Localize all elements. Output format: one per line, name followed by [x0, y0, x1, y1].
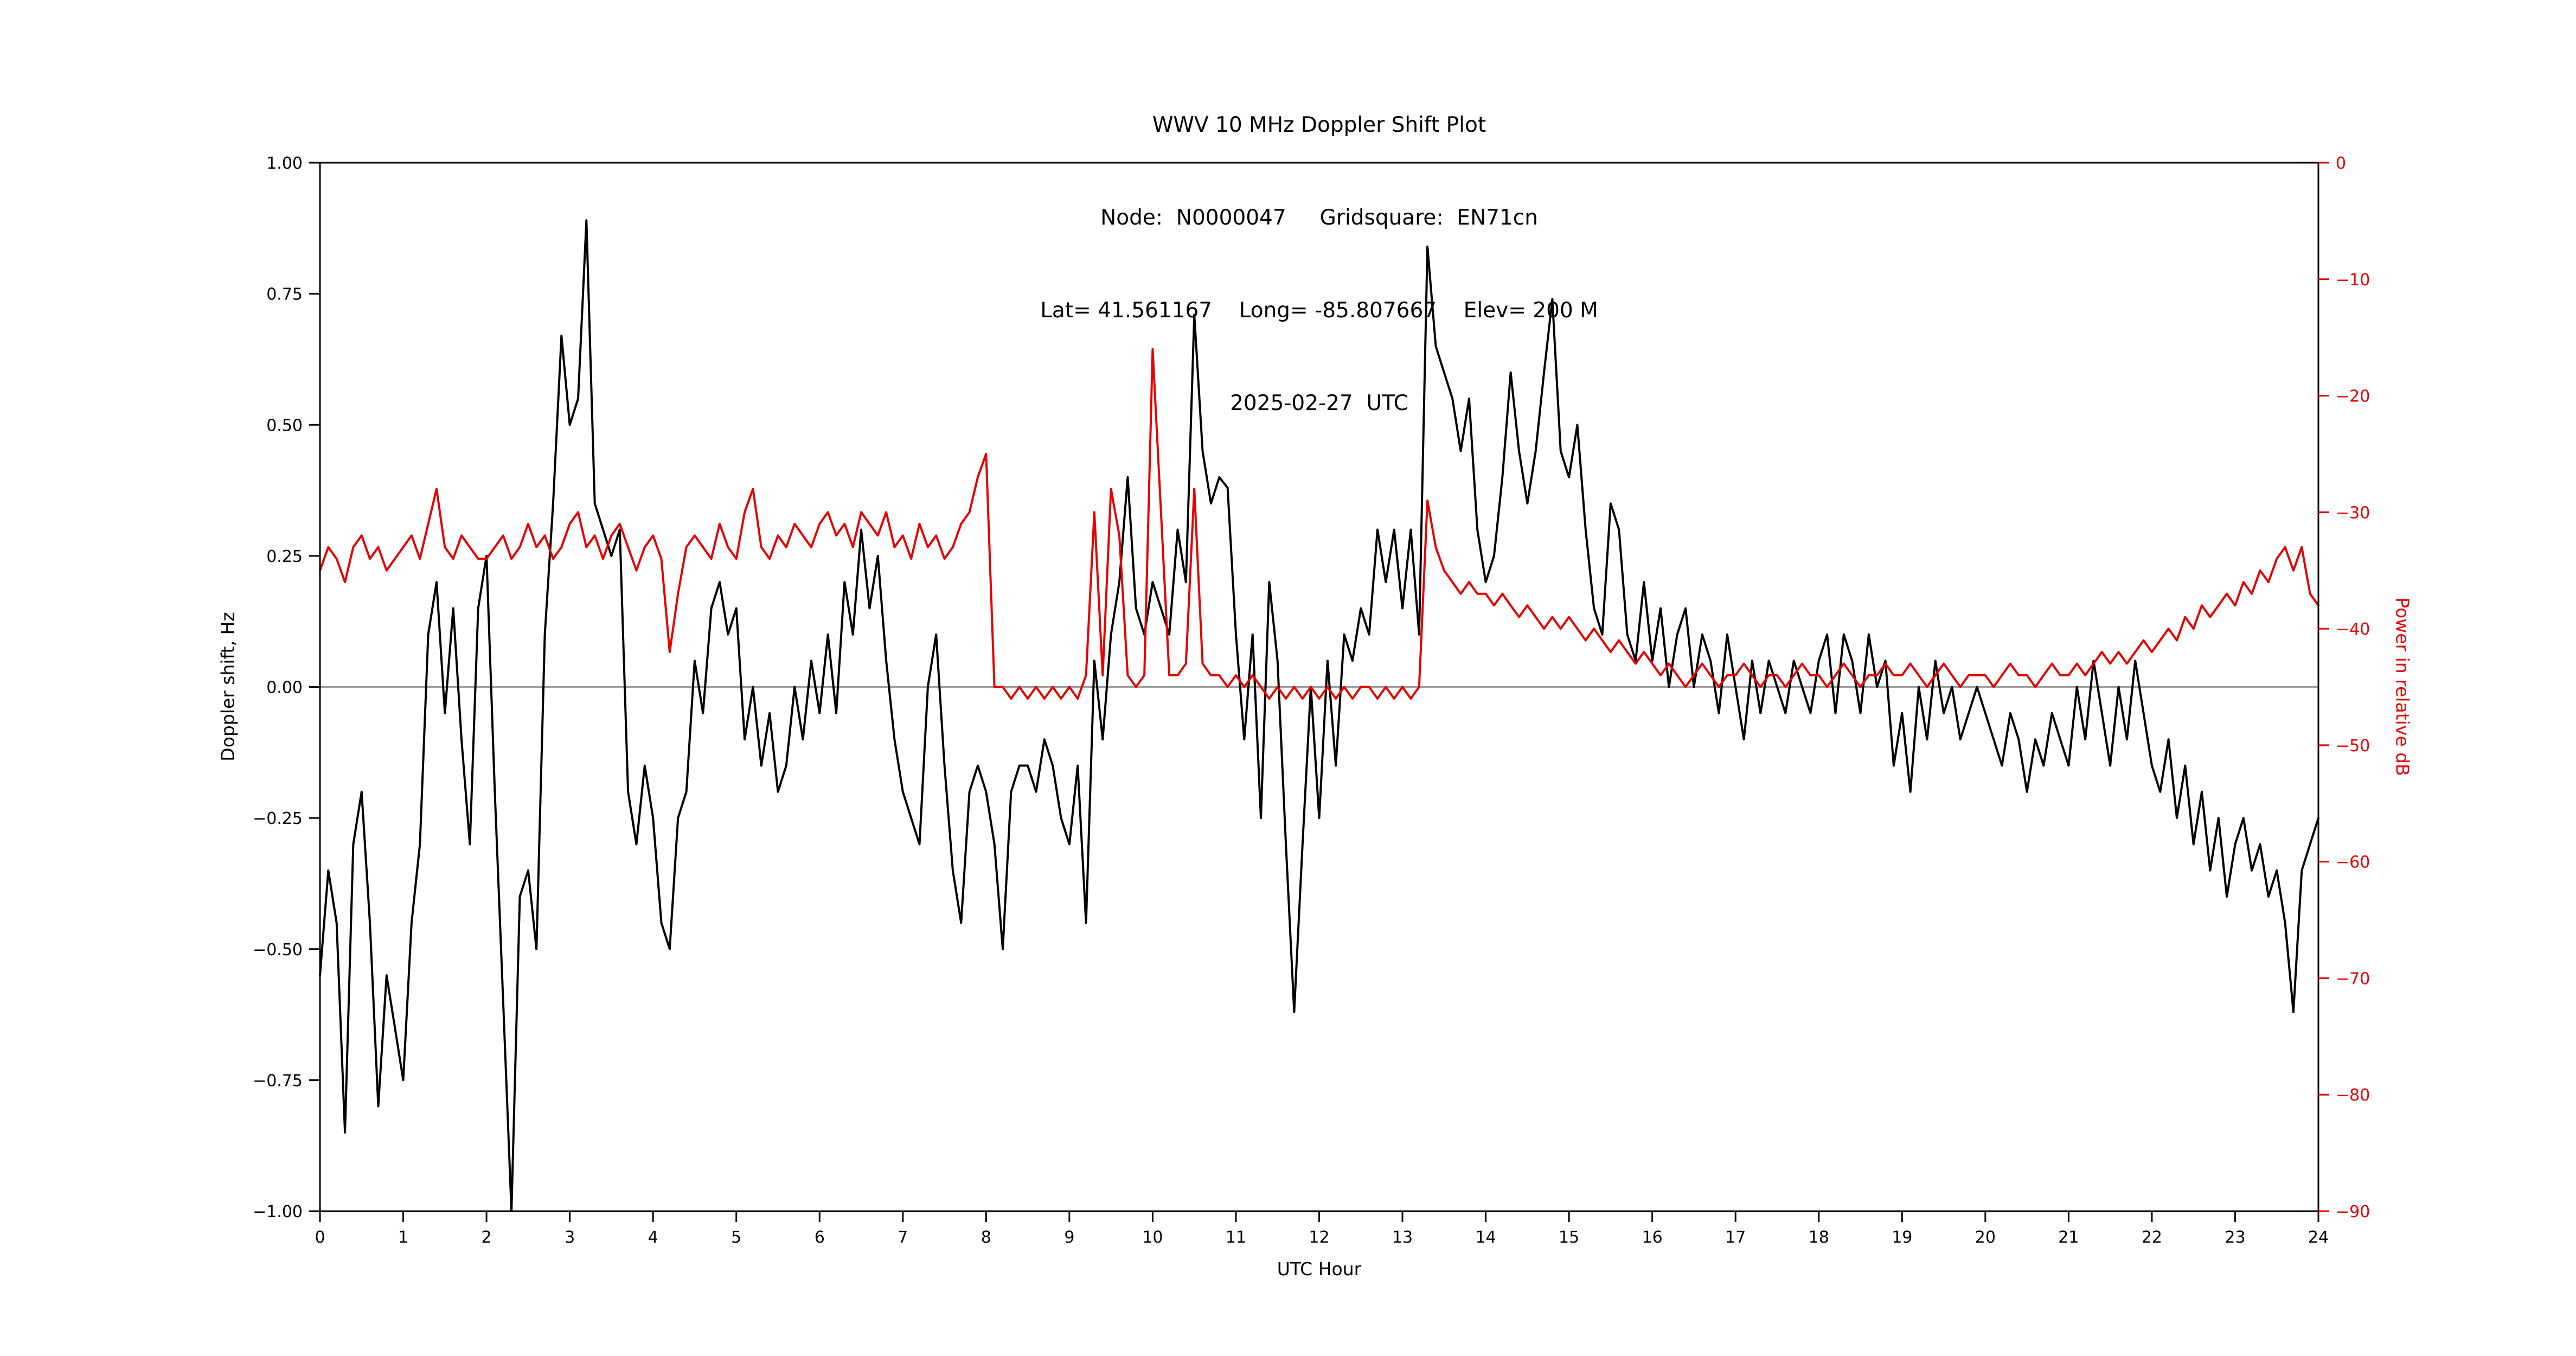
svg-text:2: 2 — [482, 1228, 492, 1247]
chart-subtitle-date: 2025-02-27 UTC — [1230, 391, 1408, 415]
svg-text:−0.25: −0.25 — [253, 809, 303, 828]
svg-text:0: 0 — [315, 1228, 325, 1247]
svg-text:15: 15 — [1559, 1228, 1579, 1247]
svg-text:−1.00: −1.00 — [253, 1203, 303, 1221]
svg-text:−10: −10 — [2336, 271, 2370, 290]
svg-text:−30: −30 — [2336, 503, 2370, 522]
svg-text:8: 8 — [981, 1228, 991, 1247]
svg-text:22: 22 — [2142, 1228, 2162, 1247]
svg-text:5: 5 — [731, 1228, 741, 1247]
svg-text:21: 21 — [2058, 1228, 2079, 1247]
svg-text:−70: −70 — [2336, 969, 2370, 988]
svg-text:−90: −90 — [2336, 1203, 2370, 1221]
svg-text:20: 20 — [1975, 1228, 1996, 1247]
chart-subtitle-node: Node: N0000047 Gridsquare: EN71cn — [1100, 206, 1538, 230]
svg-text:0.75: 0.75 — [266, 285, 303, 304]
x-axis-label: UTC Hour — [1277, 1258, 1362, 1280]
svg-text:−80: −80 — [2336, 1086, 2370, 1105]
svg-text:−20: −20 — [2336, 387, 2370, 406]
svg-text:0.25: 0.25 — [266, 547, 303, 566]
svg-text:1: 1 — [398, 1228, 408, 1247]
svg-text:13: 13 — [1392, 1228, 1413, 1247]
svg-text:1.00: 1.00 — [266, 154, 303, 173]
svg-text:−0.75: −0.75 — [253, 1071, 303, 1090]
svg-text:16: 16 — [1642, 1228, 1663, 1247]
svg-text:17: 17 — [1725, 1228, 1746, 1247]
svg-text:0.00: 0.00 — [266, 679, 303, 698]
svg-text:7: 7 — [898, 1228, 908, 1247]
svg-text:19: 19 — [1892, 1228, 1912, 1247]
svg-text:11: 11 — [1226, 1228, 1246, 1247]
svg-text:−40: −40 — [2336, 620, 2370, 639]
svg-text:23: 23 — [2225, 1228, 2245, 1247]
svg-text:24: 24 — [2308, 1228, 2329, 1247]
svg-text:12: 12 — [1309, 1228, 1329, 1247]
svg-text:4: 4 — [648, 1228, 658, 1247]
svg-text:9: 9 — [1064, 1228, 1074, 1247]
svg-text:10: 10 — [1142, 1228, 1163, 1247]
svg-text:−0.50: −0.50 — [253, 941, 303, 960]
svg-text:−50: −50 — [2336, 737, 2370, 756]
svg-text:0.50: 0.50 — [266, 416, 303, 435]
svg-text:−60: −60 — [2336, 853, 2370, 872]
svg-text:3: 3 — [565, 1228, 575, 1247]
chart-title: WWV 10 MHz Doppler Shift Plot — [1152, 113, 1486, 137]
svg-text:6: 6 — [815, 1228, 825, 1247]
chart-title-block: WWV 10 MHz Doppler Shift Plot Node: N000… — [320, 48, 2318, 481]
svg-text:18: 18 — [1809, 1228, 1829, 1247]
svg-text:0: 0 — [2336, 154, 2346, 173]
svg-text:14: 14 — [1475, 1228, 1496, 1247]
